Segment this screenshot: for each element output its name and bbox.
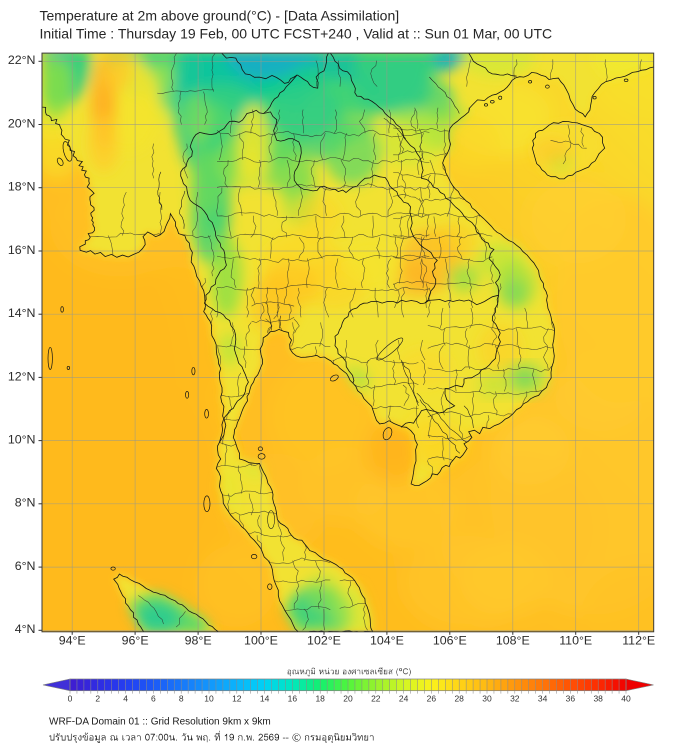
svg-text:12: 12 — [232, 693, 242, 703]
svg-text:18°N: 18°N — [8, 180, 36, 194]
svg-text:2: 2 — [95, 693, 100, 703]
svg-text:28: 28 — [454, 693, 464, 703]
svg-text:20°N: 20°N — [8, 116, 36, 130]
svg-text:16: 16 — [288, 693, 298, 703]
svg-text:104°E: 104°E — [370, 634, 404, 648]
svg-text:18: 18 — [315, 693, 325, 703]
svg-text:0: 0 — [68, 693, 73, 703]
svg-text:Temperature at 2m above ground: Temperature at 2m above ground(°C) - [Da… — [40, 8, 400, 24]
svg-text:112°E: 112°E — [622, 634, 655, 648]
svg-text:6°N: 6°N — [15, 559, 36, 573]
svg-text:8: 8 — [179, 693, 184, 703]
svg-text:14°N: 14°N — [8, 306, 36, 320]
svg-text:30: 30 — [482, 693, 492, 703]
svg-text:4: 4 — [123, 693, 128, 703]
svg-text:22: 22 — [371, 693, 381, 703]
svg-text:106°E: 106°E — [433, 634, 467, 648]
svg-text:34: 34 — [538, 693, 548, 703]
svg-text:36: 36 — [566, 693, 576, 703]
svg-text:16°N: 16°N — [8, 243, 36, 257]
svg-text:12°N: 12°N — [8, 369, 36, 383]
svg-text:38: 38 — [593, 693, 603, 703]
svg-text:4°N: 4°N — [15, 622, 36, 636]
svg-text:6: 6 — [151, 693, 156, 703]
svg-text:98°E: 98°E — [185, 634, 212, 648]
svg-text:24: 24 — [399, 693, 409, 703]
svg-text:10: 10 — [204, 693, 214, 703]
svg-text:32: 32 — [510, 693, 520, 703]
svg-text:Initial Time : Thursday 19 Feb: Initial Time : Thursday 19 Feb, 00 UTC F… — [40, 26, 553, 42]
svg-text:102°E: 102°E — [307, 634, 341, 648]
svg-text:110°E: 110°E — [559, 634, 592, 648]
svg-text:8°N: 8°N — [15, 496, 36, 510]
svg-text:96°E: 96°E — [122, 634, 149, 648]
svg-text:40: 40 — [621, 693, 631, 703]
svg-text:94°E: 94°E — [59, 634, 86, 648]
svg-text:14: 14 — [260, 693, 270, 703]
svg-text:WRF-DA Domain 01 :: Grid Resol: WRF-DA Domain 01 :: Grid Resolution 9km … — [49, 717, 271, 728]
svg-text:108°E: 108°E — [496, 634, 530, 648]
svg-text:26: 26 — [427, 693, 437, 703]
svg-text:10°N: 10°N — [8, 433, 36, 447]
svg-text:100°E: 100°E — [244, 634, 278, 648]
svg-text:22°N: 22°N — [8, 53, 36, 67]
svg-text:20: 20 — [343, 693, 353, 703]
